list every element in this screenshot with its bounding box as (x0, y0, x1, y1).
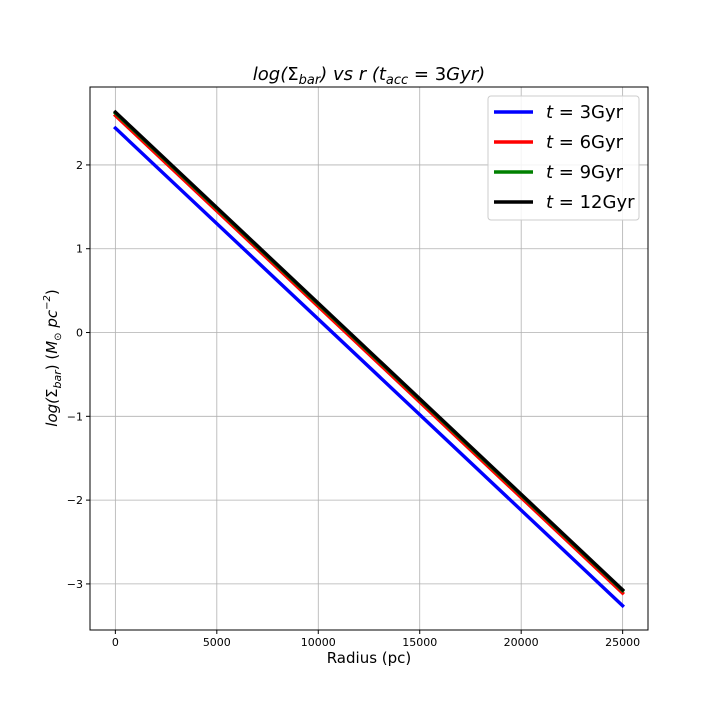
x-tick-label: 5000 (203, 636, 231, 649)
y-tick-label: 2 (76, 159, 83, 172)
y-tick-label: −1 (67, 410, 83, 423)
chart-title: log(Σbar) vs r (tacc = 3Gyr) (253, 64, 485, 88)
series-line-2 (112, 113, 626, 596)
x-axis-ticks: 0 5000 10000 15000 20000 25000 (112, 630, 640, 649)
legend-label-3: t = 9Gyr (546, 162, 624, 183)
series-line-1 (112, 125, 626, 609)
x-axis-label: Radius (pc) (327, 649, 412, 667)
y-axis-label: log(Σbar) (M⊙ pc−2) (42, 289, 64, 426)
series-line-4 (112, 109, 626, 593)
x-tick-label: 25000 (605, 636, 640, 649)
y-tick-label: 1 (76, 243, 83, 256)
y-tick-label: −2 (67, 494, 83, 507)
y-tick-label: 0 (76, 327, 83, 340)
plot-frame (89, 86, 649, 631)
grid-lines (90, 87, 648, 630)
legend-label-2: t = 6Gyr (546, 132, 624, 153)
y-axis-ticks: −3 −2 −1 0 1 2 (67, 159, 90, 591)
x-tick-label: 15000 (402, 636, 437, 649)
x-tick-label: 20000 (504, 636, 539, 649)
x-tick-label: 0 (112, 636, 119, 649)
legend-box (487, 95, 640, 221)
legend-label-1: t = 3Gyr (546, 102, 624, 123)
y-tick-label: −3 (67, 578, 83, 591)
plot-lines (112, 109, 626, 609)
x-tick-label: 10000 (301, 636, 336, 649)
legend: t = 3Gyr t = 6Gyr t = 9Gyr t = 12Gyr (487, 95, 640, 221)
legend-label-4: t = 12Gyr (546, 192, 635, 213)
axes (89, 86, 649, 631)
